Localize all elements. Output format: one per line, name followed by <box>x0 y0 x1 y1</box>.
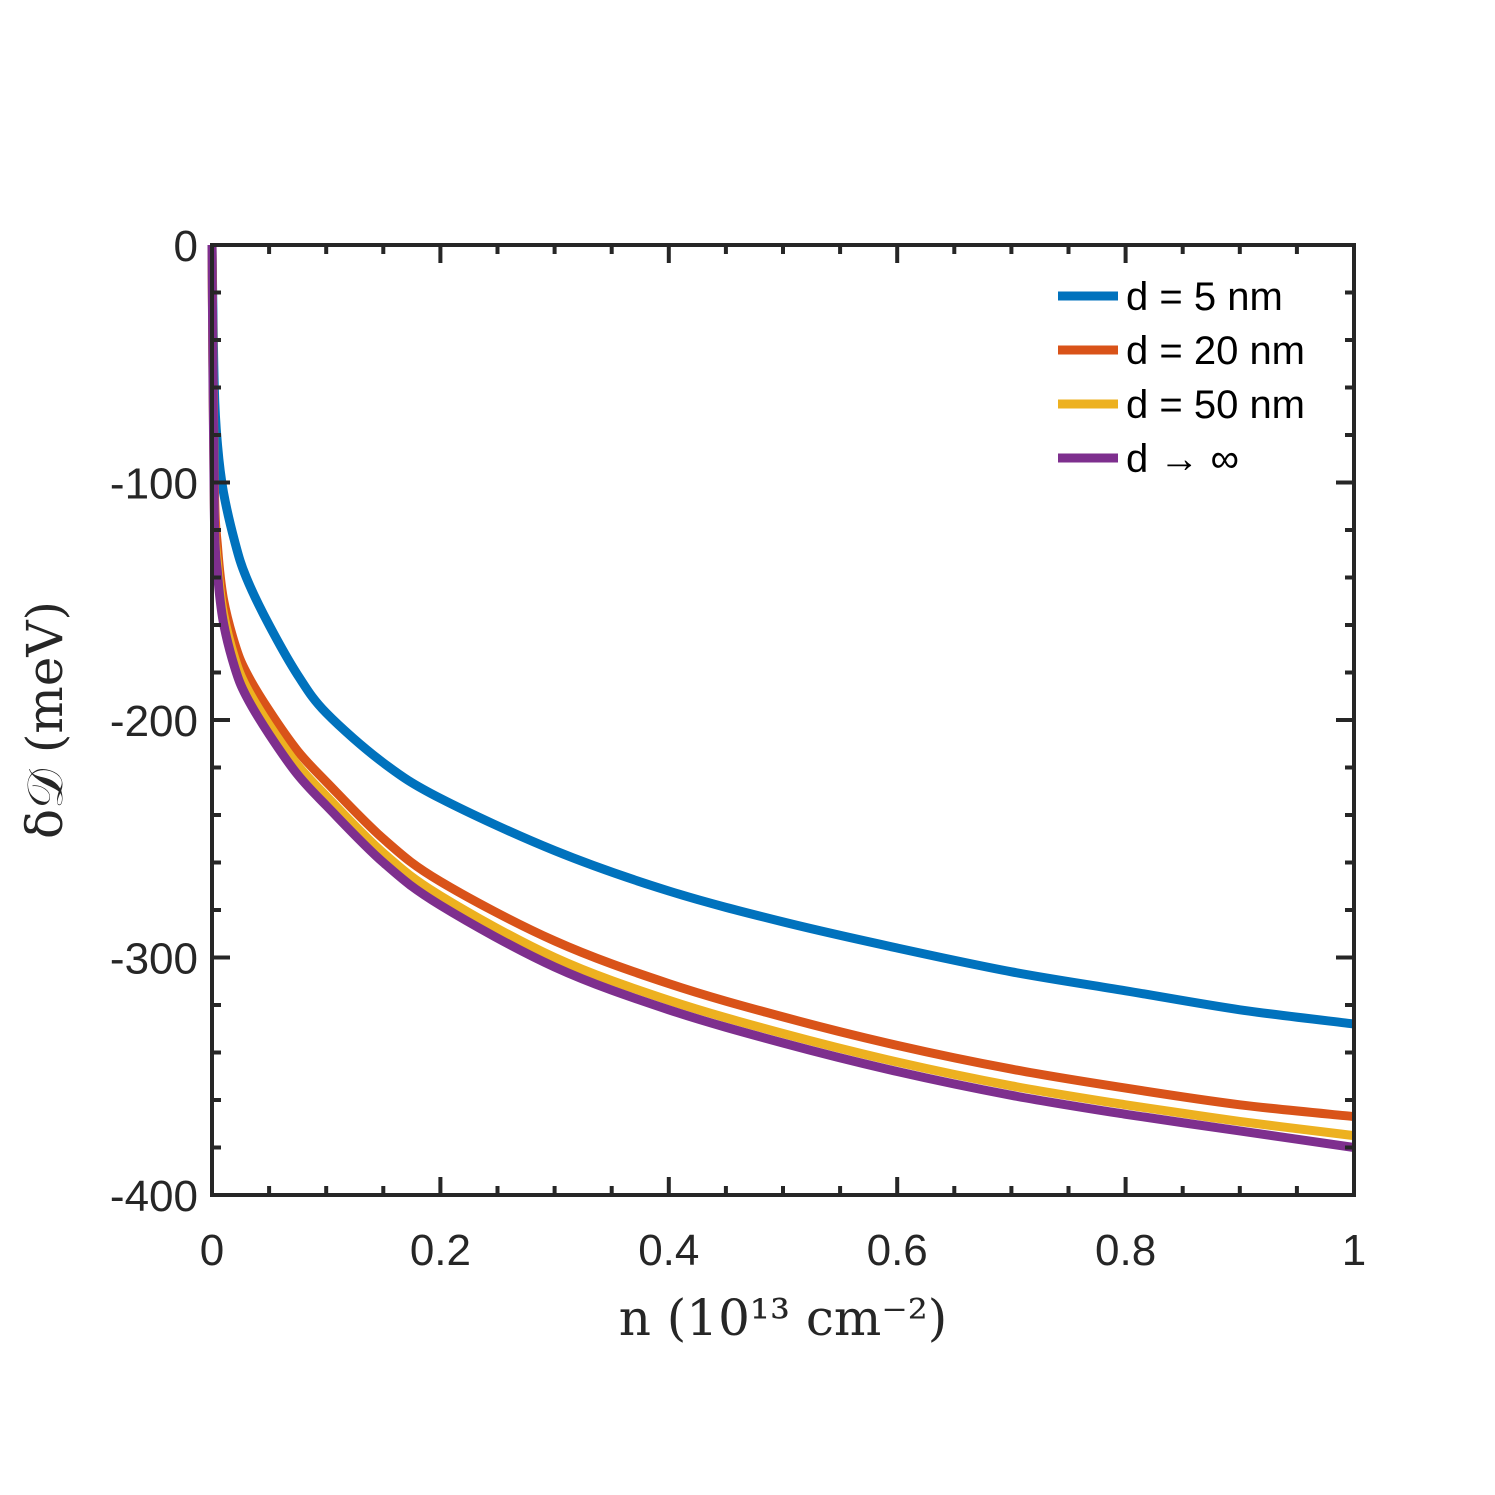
x-tick-labels: 0 0.2 0.4 0.6 0.8 1 <box>200 1226 1366 1275</box>
y-tick-labels: 0 -100 -200 -300 -400 <box>110 222 198 1221</box>
x-tick-label: 0.2 <box>410 1226 471 1275</box>
legend-label-1: d = 20 nm <box>1126 329 1305 373</box>
x-tick-label: 0.8 <box>1095 1226 1156 1275</box>
legend-label-0: d = 5 nm <box>1126 275 1283 319</box>
x-tick-label: 0.4 <box>638 1226 699 1275</box>
y-tick-label: -100 <box>110 460 198 509</box>
series-layer <box>207 244 1355 1152</box>
y-tick-label: -200 <box>110 697 198 746</box>
legend-label-3: d → ∞ <box>1126 437 1239 481</box>
series-line-3 <box>207 244 1355 1152</box>
x-tick-label: 0 <box>200 1226 224 1275</box>
y-tick-label: -400 <box>110 1172 198 1221</box>
ticks-layer <box>210 243 1356 1197</box>
series-line-0 <box>207 244 1355 1029</box>
x-tick-label: 1 <box>1342 1226 1366 1275</box>
y-tick-label: 0 <box>174 222 198 271</box>
y-tick-label: -300 <box>110 935 198 984</box>
x-axis-label: n (10¹³ cm⁻²) <box>619 1289 948 1347</box>
y-axis-label: δ𝒟 (meV) <box>16 601 74 839</box>
legend-label-2: d = 50 nm <box>1126 383 1305 427</box>
legend: d = 5 nm d = 20 nm d = 50 nm d → ∞ <box>1058 275 1305 481</box>
x-tick-label: 0.6 <box>867 1226 928 1275</box>
